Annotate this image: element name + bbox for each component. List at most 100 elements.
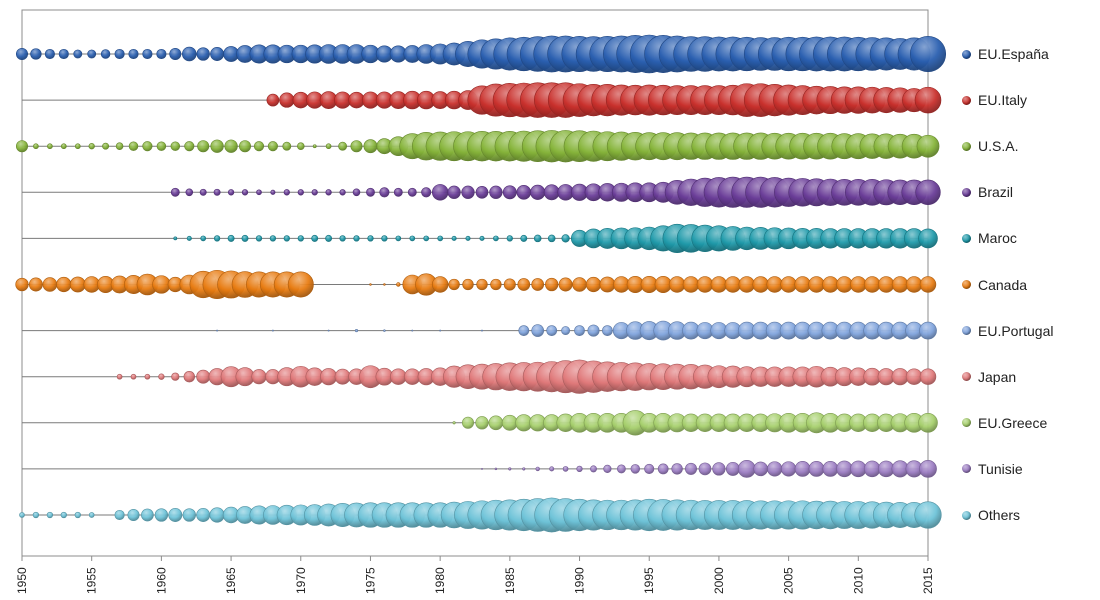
bubble	[227, 234, 235, 242]
bubble	[738, 276, 756, 293]
bubble	[312, 144, 317, 149]
bubble	[698, 462, 712, 476]
bubble	[128, 48, 139, 60]
bubble	[905, 276, 923, 293]
bubble	[28, 277, 43, 292]
bubble	[794, 460, 811, 477]
bubble	[170, 141, 181, 151]
bubble	[393, 187, 403, 197]
series-bubbles	[15, 34, 947, 533]
bubble	[287, 271, 314, 298]
bubble	[269, 235, 277, 242]
bubble	[533, 234, 542, 243]
bubble	[822, 460, 839, 477]
bubble	[127, 508, 140, 521]
bubble	[100, 49, 111, 59]
bubble	[753, 461, 768, 477]
bubble	[185, 188, 194, 197]
legend: EU.España EU.Italy U.S.A. Brazil Maroc Canada…	[962, 0, 1092, 560]
bubble	[15, 47, 28, 60]
legend-item: Canada	[962, 275, 1027, 295]
bubble	[781, 461, 797, 477]
bubble	[197, 140, 210, 153]
bubble	[439, 329, 442, 332]
bubble	[421, 187, 432, 198]
bubble	[630, 464, 641, 474]
legend-item: EU.Portugal	[962, 321, 1053, 341]
bubble	[367, 235, 374, 242]
bubble	[58, 48, 69, 60]
bubble	[549, 466, 555, 472]
bubble	[506, 235, 513, 242]
bubble	[363, 139, 378, 154]
bubble	[696, 276, 714, 293]
bubble	[712, 462, 726, 476]
bubble	[383, 283, 386, 286]
bubble	[710, 276, 728, 293]
bubble-timeline-chart: 1950 1955 1960 1965 1970 1975 1980 1985 1990 1995…	[15, 9, 947, 594]
bubble	[585, 276, 602, 293]
bubble	[381, 235, 388, 242]
legend-item: EU.Greece	[962, 413, 1047, 433]
bubble	[461, 185, 475, 199]
bubble	[32, 511, 40, 519]
bubble	[475, 185, 489, 199]
bubble	[616, 464, 626, 474]
series-2	[15, 130, 940, 163]
bubble	[451, 235, 457, 241]
bubble	[114, 509, 125, 521]
bubble	[383, 329, 386, 332]
bubble	[576, 465, 583, 473]
bubble	[479, 235, 485, 241]
legend-label: EU.Italy	[978, 92, 1028, 109]
bubble	[311, 234, 319, 242]
legend-marker	[962, 372, 971, 382]
bubble	[209, 507, 225, 523]
bubble	[476, 278, 488, 291]
bubble	[339, 235, 346, 242]
bubble	[239, 140, 252, 153]
bubble	[182, 508, 196, 522]
bubble	[87, 49, 97, 59]
legend-label: Japan	[978, 368, 1017, 385]
series-9	[481, 460, 937, 478]
bubble	[465, 235, 471, 241]
bubble	[919, 276, 937, 293]
bubble	[379, 187, 390, 198]
bubble	[522, 467, 526, 471]
bubble	[271, 329, 274, 332]
bubble	[156, 48, 167, 60]
bubble	[325, 234, 333, 242]
legend-item: Others	[962, 505, 1020, 525]
bubble	[156, 141, 167, 151]
x-tick-label: 1970	[294, 567, 308, 594]
bubble	[644, 463, 655, 474]
legend-label: Brazil	[978, 184, 1014, 201]
series-6	[216, 320, 937, 341]
bubble	[905, 368, 923, 385]
legend-label: EU.España	[978, 46, 1049, 62]
legend-marker	[962, 326, 971, 336]
bubble	[88, 143, 95, 150]
legend-label: Maroc	[978, 230, 1017, 247]
bubble	[311, 189, 318, 196]
bubble	[447, 185, 461, 199]
legend-label: Others	[978, 507, 1021, 523]
bubble	[531, 278, 545, 291]
bubble	[562, 466, 569, 472]
bubble	[282, 141, 292, 151]
bubble	[141, 508, 154, 522]
series-10	[19, 497, 942, 533]
bubble	[489, 185, 503, 199]
bubble	[369, 283, 372, 286]
bubble	[503, 278, 516, 291]
bubble	[407, 187, 417, 197]
bubble	[184, 141, 195, 152]
bubble	[481, 329, 483, 332]
bubble	[684, 462, 697, 475]
bubble	[102, 142, 110, 150]
bubble	[502, 185, 517, 200]
bubble	[431, 276, 449, 293]
bubble	[546, 325, 558, 336]
bubble	[69, 276, 86, 293]
